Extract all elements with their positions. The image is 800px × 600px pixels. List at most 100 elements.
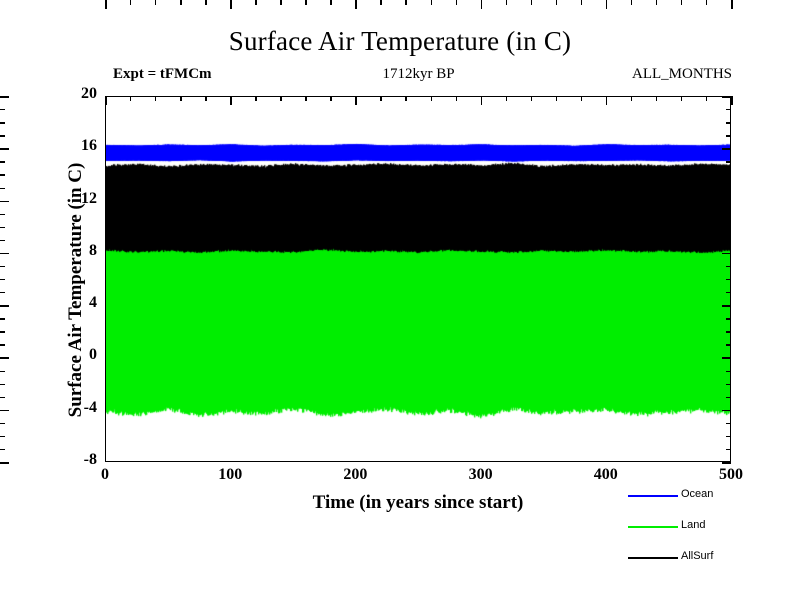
x-tick-top (480, 96, 483, 105)
y-tick-right (722, 148, 731, 150)
x-tick-top (130, 96, 132, 101)
y-tick-right (726, 318, 731, 320)
y-tick-label-text: 0 (89, 346, 97, 364)
y-tick-minor (0, 396, 5, 399)
x-tick-top (180, 96, 182, 101)
y-tick-minor (0, 318, 5, 320)
y-tick-right (722, 462, 731, 464)
y-tick-right (726, 370, 731, 372)
x-axis-title: Time (in years since start) (312, 492, 524, 513)
y-tick-minor (0, 174, 5, 176)
x-tick-minor (630, 0, 633, 5)
y-tick-label-text: 8 (89, 241, 97, 259)
y-tick-right (722, 252, 731, 255)
y-tick-right (726, 122, 731, 124)
x-tick-major (230, 0, 232, 9)
y-tick-major (0, 305, 9, 307)
page-title: Surface Air Temperature (in C) (228, 26, 572, 56)
x-tick-minor (405, 0, 407, 5)
x-tick-minor (155, 0, 157, 5)
x-tick-minor (430, 0, 432, 5)
y-tick-minor (0, 187, 5, 189)
x-tick-top (155, 96, 157, 101)
y-tick-right (726, 239, 731, 242)
y-tick-minor (0, 435, 5, 438)
y-tick-right (722, 200, 731, 203)
y-tick-minor (0, 135, 5, 137)
y-tick-minor (0, 265, 5, 268)
y-tick-right (722, 357, 731, 360)
x-tick-label: 200 (343, 466, 368, 483)
y-axis-title: Surface Air Temperature (in C) (65, 162, 86, 418)
x-tick-top (705, 96, 708, 101)
y-tick-minor (0, 370, 5, 372)
x-tick-top (330, 96, 332, 101)
y-tick-major (0, 357, 9, 360)
x-tick-top (430, 96, 432, 101)
x-tick-label: 100 (218, 466, 243, 483)
y-tick-label-text: 20 (81, 85, 97, 102)
y-tick-minor (0, 383, 5, 385)
y-tick-right (726, 187, 731, 189)
x-tick-minor (655, 0, 658, 5)
y-tick-right (726, 448, 731, 451)
y-tick-right (726, 279, 731, 281)
y-tick-minor (0, 161, 5, 163)
x-tick-minor (130, 0, 132, 5)
x-tick-minor (680, 0, 683, 5)
y-tick-major (0, 462, 9, 464)
y-tick-label-text: -8 (83, 451, 97, 468)
x-tick-top (530, 96, 533, 101)
x-tick-minor (205, 0, 207, 5)
x-tick-top (355, 96, 357, 105)
legend-color-swatch (628, 557, 678, 560)
y-tick-major (0, 252, 9, 255)
y-tick-right (726, 331, 731, 333)
x-tick-top (630, 96, 633, 101)
x-tick-major (355, 0, 357, 9)
y-tick-major (0, 96, 9, 98)
x-tick-minor (580, 0, 583, 5)
legend-item: Land (628, 516, 798, 538)
x-tick-minor (280, 0, 282, 5)
y-tick-right (722, 305, 731, 307)
x-tick-top (455, 96, 457, 101)
y-tick-label-text: 4 (89, 294, 97, 312)
x-tick-label: 300 (468, 466, 493, 483)
x-tick-top (280, 96, 282, 101)
x-tick-top (605, 96, 608, 105)
y-tick-label-text: 12 (81, 189, 97, 207)
y-tick-right (722, 96, 731, 98)
x-tick-top (205, 96, 207, 101)
x-tick-top (305, 96, 307, 101)
plot-area (105, 96, 731, 462)
legend-color-swatch (628, 526, 678, 529)
x-tick-minor (530, 0, 533, 5)
y-tick-right (726, 226, 731, 229)
y-tick-right (726, 161, 731, 163)
x-tick-top (255, 96, 257, 101)
legend-label: Ocean (681, 488, 714, 500)
series-canvas (106, 97, 730, 461)
x-tick-top (655, 96, 658, 101)
y-tick-minor (0, 422, 5, 425)
x-tick-minor (555, 0, 558, 5)
x-tick-minor (180, 0, 182, 5)
x-tick-major (105, 0, 107, 9)
x-tick-major (480, 0, 483, 9)
y-tick-right (726, 383, 731, 385)
y-tick-minor (0, 239, 5, 242)
x-tick-top (505, 96, 508, 101)
x-tick-top (230, 96, 232, 105)
x-tick-top (680, 96, 683, 101)
y-tick-right (722, 409, 731, 412)
y-tick-right (726, 435, 731, 438)
y-tick-right (726, 174, 731, 176)
x-tick-label: 400 (593, 466, 618, 483)
subtitle-row: Expt = tFMCm 1712kyr BP ALL_MONTHS (105, 66, 732, 86)
legend-color-swatch (628, 495, 678, 498)
x-tick-top (580, 96, 583, 101)
y-tick-right (726, 213, 731, 216)
y-tick-right (726, 109, 731, 111)
